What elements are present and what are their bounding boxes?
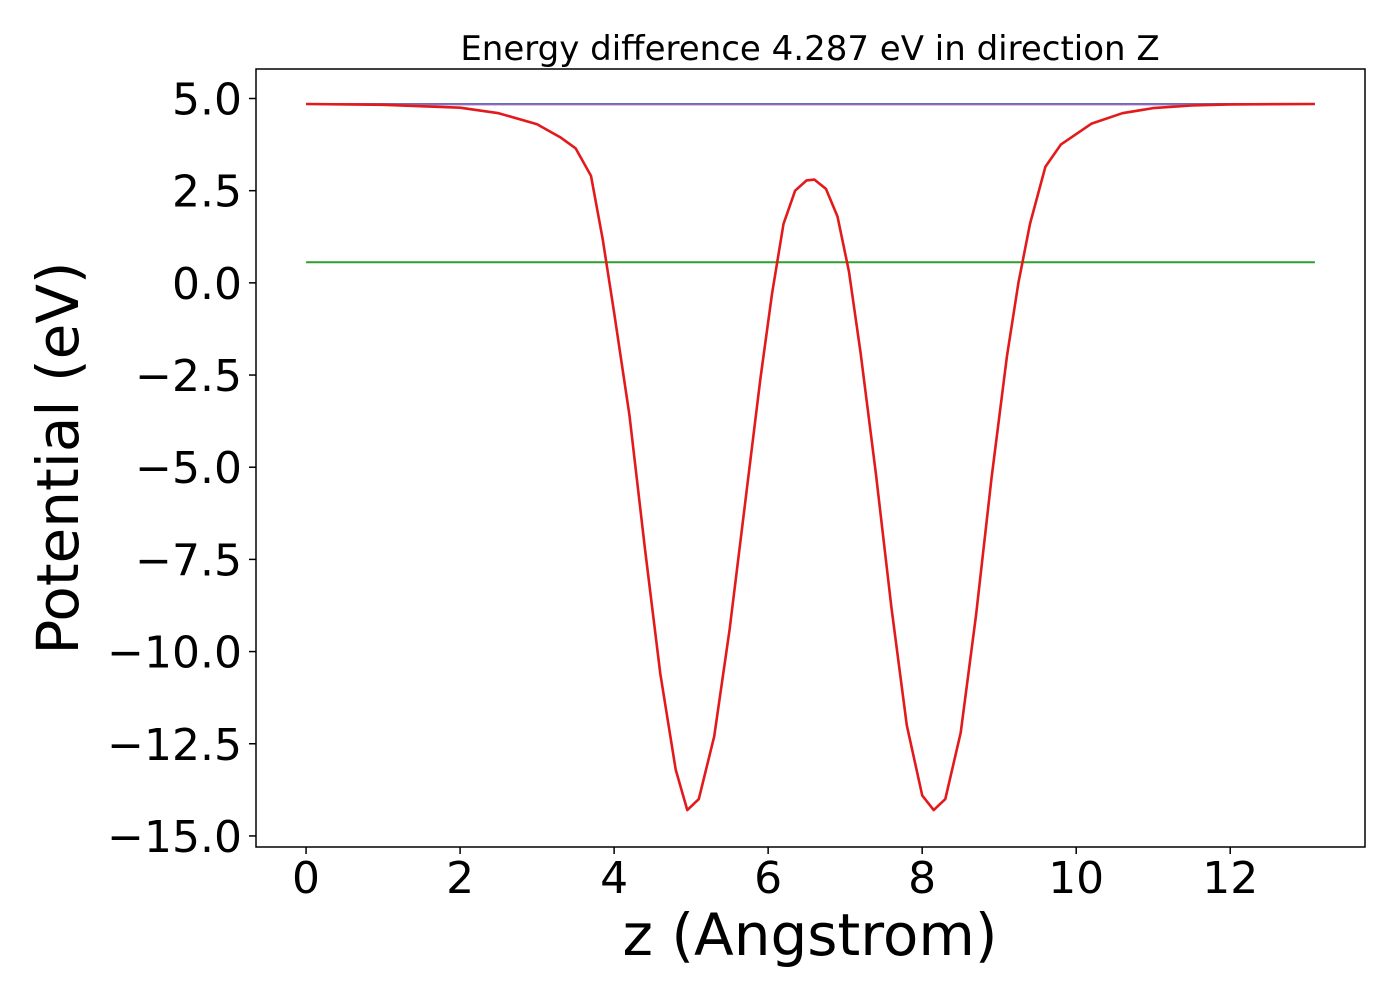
series-line-3 [306,102,1315,812]
y-tick-label: −2.5 [135,351,242,402]
x-axis-title: z (Angstrom) [623,901,998,969]
y-tick-label: −12.5 [107,720,242,771]
x-tick-label: 12 [1202,853,1258,904]
plot-frame [255,68,1366,848]
y-tick-label: 5.0 [172,74,242,125]
chart-title: Energy difference 4.287 eV in direction … [460,29,1159,69]
x-tick-label: 6 [754,853,782,904]
y-axis-title: Potential (eV) [24,261,92,654]
x-tick-label: 10 [1048,853,1104,904]
x-tick-label: 2 [446,853,474,904]
y-tick-label: −5.0 [135,443,242,494]
y-tick-label: −15.0 [107,812,242,863]
y-tick-label: −7.5 [135,535,242,586]
y-tick-label: −10.0 [107,628,242,679]
y-tick-label: 2.5 [172,167,242,218]
x-tick-label: 0 [292,853,320,904]
y-axis-ticks: 5.0 2.5 0.0 −2.5 −5.0 −7.5 −10.0 −12.5 −15.0 [107,74,256,863]
x-axis-ticks: 0 2 4 6 8 10 12 [292,847,1258,904]
series-layer [306,102,1315,812]
y-tick-label: 0.0 [172,259,242,310]
x-tick-label: 8 [908,853,936,904]
x-tick-label: 4 [600,853,628,904]
